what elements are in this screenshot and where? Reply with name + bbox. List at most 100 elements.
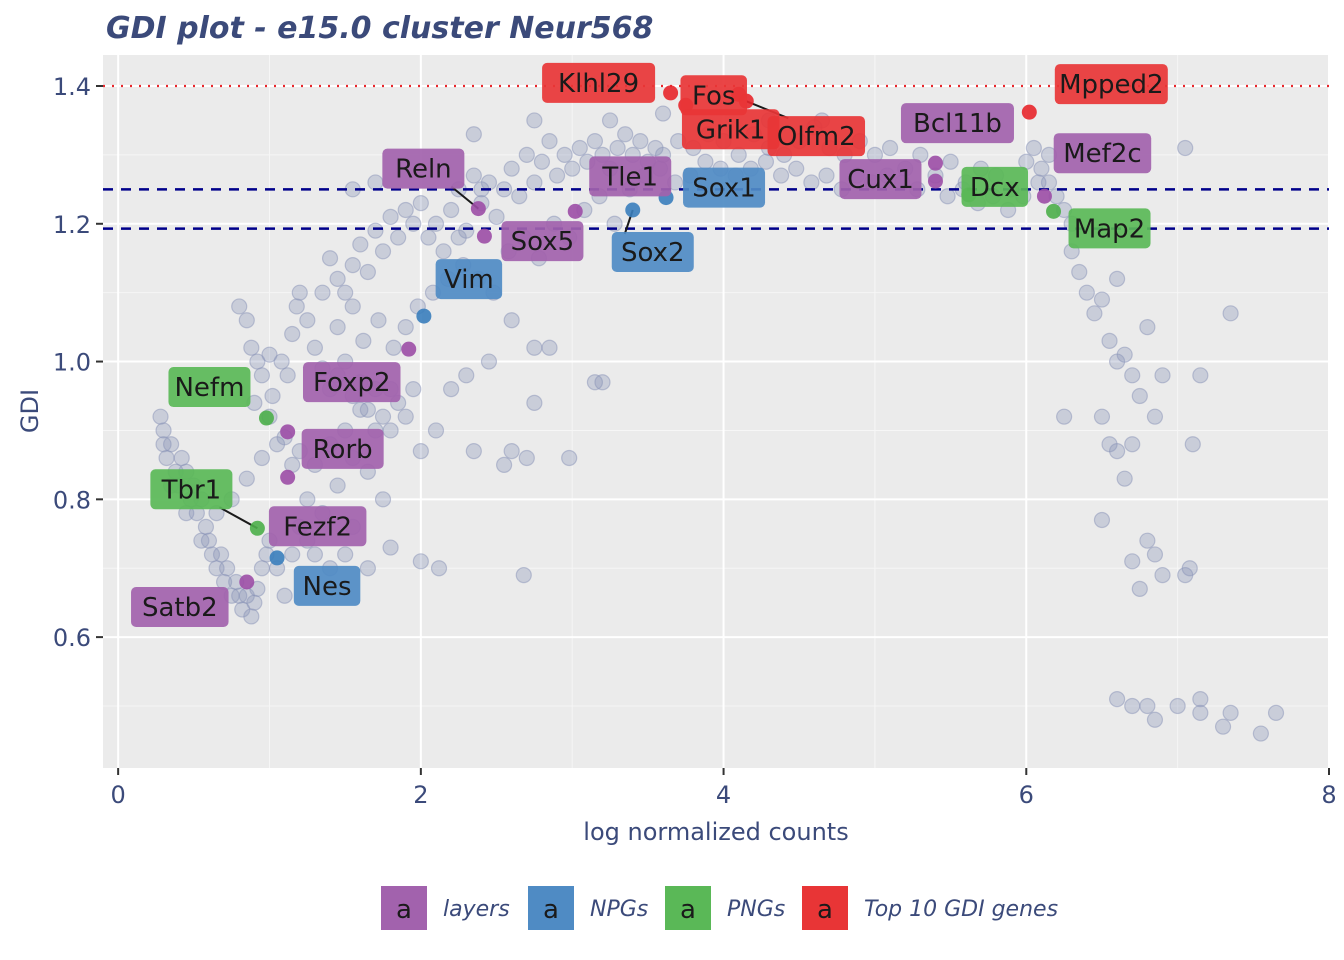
gene-label-mef2c: Mef2c <box>1053 133 1152 174</box>
gene-label-text: Sox5 <box>511 227 575 257</box>
gene-label-box <box>293 565 361 606</box>
gene-point <box>730 146 747 163</box>
gene-point <box>1146 408 1164 425</box>
highlight-point <box>401 341 417 357</box>
gene-labels: Reln Tle1 Sox5 Foxp2 Rorb Fezf2 Satb2 Bcl11b Cux… <box>131 62 1168 627</box>
gene-label-text: Vim <box>444 265 494 295</box>
gene-point <box>329 477 346 494</box>
gene-label-text: Map2 <box>1074 214 1145 244</box>
gene-point <box>1154 567 1171 584</box>
gene-point <box>594 374 611 391</box>
highlight-point <box>927 155 943 171</box>
gene-point <box>238 312 255 329</box>
gene-point <box>352 401 369 418</box>
gene-point <box>1192 367 1209 384</box>
gene-label-text: Nefm <box>174 373 244 403</box>
gene-point <box>1093 408 1111 425</box>
gene-point <box>299 312 316 329</box>
legend-key-glyph: a <box>396 895 412 925</box>
gene-point <box>352 236 369 253</box>
gene-point <box>1124 553 1141 570</box>
chart-title: GDI plot - e15.0 cluster Neur568 <box>106 11 653 46</box>
gene-point <box>1116 470 1133 487</box>
highlight-point <box>625 202 641 218</box>
gene-point <box>306 339 324 356</box>
gene-point <box>359 263 376 281</box>
gene-label-text: Bcl11b <box>913 109 1002 139</box>
gene-label-dcx: Dcx <box>961 166 1029 207</box>
gene-point <box>397 201 414 219</box>
gene-point <box>788 160 805 177</box>
gene-point <box>881 139 899 157</box>
gene-point <box>465 443 482 460</box>
legend-key <box>802 886 848 930</box>
gene-point <box>503 312 520 329</box>
gene-point <box>526 112 543 129</box>
gene-point <box>526 339 543 356</box>
gene-point <box>571 139 588 157</box>
gene-label-text: Dcx <box>970 173 1020 203</box>
gene-label-bcl11b: Bcl11b <box>900 103 1014 144</box>
gene-point <box>420 229 437 246</box>
gene-point <box>337 284 354 301</box>
gene-point <box>1116 346 1133 363</box>
gene-label-box <box>542 62 656 103</box>
gene-point <box>284 546 301 563</box>
gene-point <box>533 153 551 170</box>
gene-label-rorb: Rorb <box>301 428 384 469</box>
gene-label-klhl29: Klhl29 <box>542 62 656 103</box>
gene-label-box <box>683 167 766 208</box>
gene-label-text: Klhl29 <box>558 69 639 99</box>
gene-point <box>609 139 626 157</box>
gene-label-text: Olfm2 <box>777 122 856 152</box>
gene-label-text: Grik1 <box>696 115 766 145</box>
gene-point <box>1267 704 1285 721</box>
gene-point <box>238 470 255 487</box>
gene-point <box>1071 263 1088 281</box>
gene-point <box>397 408 414 425</box>
legend-key-glyph: a <box>680 895 696 925</box>
gene-point <box>405 381 422 398</box>
highlight-point <box>927 173 943 189</box>
gene-label-text: Fezf2 <box>283 512 352 542</box>
y-axis-ticks: 0.6 0.8 1.0 1.2 1.4 <box>53 73 103 652</box>
legend-item: a NPGs <box>528 886 648 930</box>
highlight-point <box>476 228 492 244</box>
gene-label-box <box>301 428 384 469</box>
gene-point <box>253 367 271 384</box>
gene-point <box>515 567 532 584</box>
gene-point <box>1146 546 1164 563</box>
y-axis-label: GDI <box>16 389 44 433</box>
legend-item: a Top 10 GDI genes <box>802 886 1058 930</box>
gene-point <box>246 594 263 611</box>
legend-key <box>381 886 427 930</box>
gene-label-text: Sox2 <box>621 238 685 268</box>
highlight-point <box>249 520 265 536</box>
gene-point <box>163 436 180 453</box>
gene-point <box>1033 160 1050 177</box>
gene-label-box <box>680 75 747 116</box>
gene-label-text: Mef2c <box>1063 139 1141 169</box>
legend-item: a PNGs <box>665 886 785 930</box>
legend-label: layers <box>443 897 510 922</box>
gene-point <box>443 201 460 219</box>
gene-point <box>443 381 460 398</box>
gene-point <box>488 208 505 225</box>
gene-point <box>1222 704 1239 721</box>
gene-point <box>264 387 281 405</box>
gene-point <box>1078 284 1095 301</box>
legend-key <box>665 886 711 930</box>
gene-point <box>465 167 482 184</box>
gene-label-text: Tbr1 <box>161 475 222 505</box>
gene-label-box <box>839 159 922 200</box>
gene-label-box <box>767 116 866 157</box>
gene-point <box>632 133 649 150</box>
gene-point <box>212 546 230 563</box>
gene-label-grik1: Grik1 <box>681 109 780 150</box>
highlight-point <box>1046 203 1062 219</box>
gene-point <box>465 126 482 143</box>
gene-label-box <box>900 103 1014 144</box>
gene-label-fezf2: Fezf2 <box>268 506 367 547</box>
gene-point <box>370 312 387 329</box>
y-tick-label: 1.2 <box>53 211 91 239</box>
